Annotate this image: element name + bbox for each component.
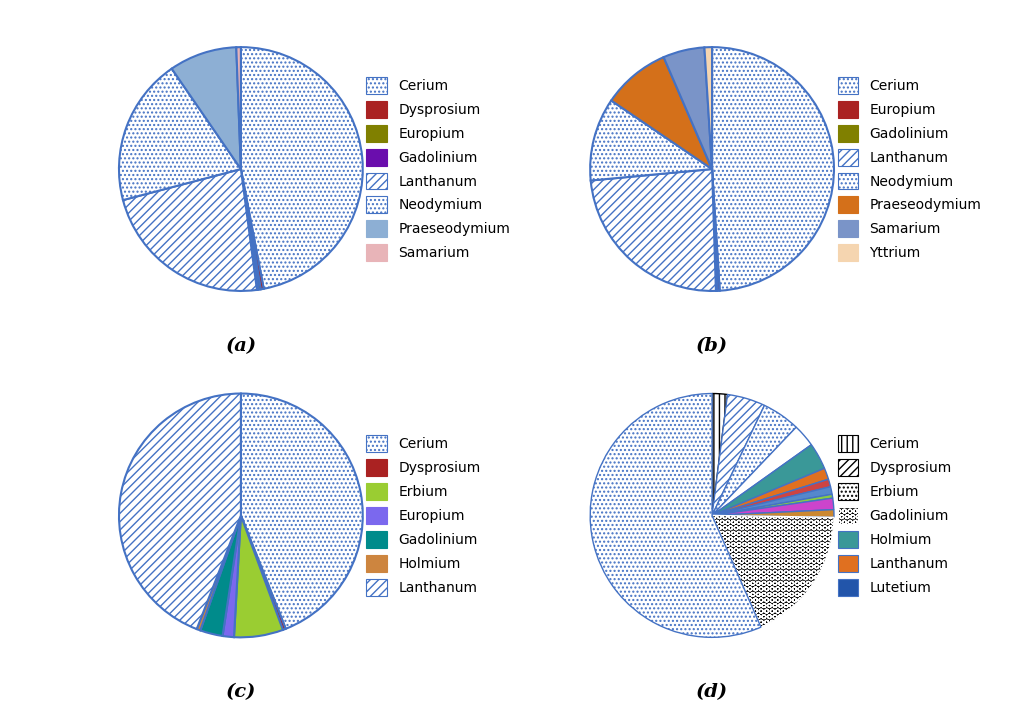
Wedge shape [712, 169, 718, 291]
Wedge shape [712, 169, 720, 291]
Wedge shape [237, 47, 241, 169]
Wedge shape [241, 169, 261, 290]
Wedge shape [712, 468, 828, 516]
Wedge shape [712, 395, 765, 516]
Wedge shape [712, 479, 830, 516]
Legend: Cerium, Europium, Gadolinium, Lanthanum, Neodymium, Praeseodymium, Samarium, Ytt: Cerium, Europium, Gadolinium, Lanthanum,… [835, 74, 984, 264]
Wedge shape [241, 169, 264, 290]
Wedge shape [712, 510, 834, 518]
Wedge shape [712, 427, 811, 516]
Wedge shape [172, 47, 241, 169]
Wedge shape [712, 487, 833, 516]
Wedge shape [201, 516, 241, 636]
Wedge shape [234, 516, 283, 637]
Wedge shape [712, 498, 834, 516]
Wedge shape [611, 57, 712, 169]
Text: (d): (d) [696, 683, 728, 701]
Legend: Cerium, Dysprosium, Europium, Gadolinium, Lanthanum, Neodymium, Praeseodymium, S: Cerium, Dysprosium, Europium, Gadolinium… [364, 74, 513, 264]
Wedge shape [590, 101, 712, 180]
Wedge shape [664, 47, 712, 169]
Wedge shape [712, 516, 834, 627]
Text: (a): (a) [225, 337, 256, 355]
Wedge shape [590, 393, 761, 637]
Wedge shape [705, 47, 712, 169]
Wedge shape [119, 69, 241, 200]
Wedge shape [712, 405, 797, 516]
Text: (b): (b) [696, 337, 728, 355]
Wedge shape [712, 47, 834, 291]
Wedge shape [241, 516, 286, 630]
Legend: Cerium, Dysprosium, Erbium, Gadolinium, Holmium, Lanthanum, Lutetium: Cerium, Dysprosium, Erbium, Gadolinium, … [835, 433, 954, 598]
Wedge shape [241, 393, 362, 628]
Wedge shape [241, 169, 258, 290]
Legend: Cerium, Dysprosium, Erbium, Europium, Gadolinium, Holmium, Lanthanum: Cerium, Dysprosium, Erbium, Europium, Ga… [364, 433, 483, 598]
Wedge shape [241, 47, 362, 289]
Wedge shape [222, 516, 241, 637]
Wedge shape [712, 494, 833, 516]
Wedge shape [712, 445, 824, 516]
Wedge shape [123, 169, 257, 291]
Wedge shape [591, 169, 716, 291]
Text: (c): (c) [225, 683, 256, 701]
Wedge shape [119, 393, 241, 629]
Wedge shape [197, 516, 241, 631]
Wedge shape [712, 393, 727, 516]
